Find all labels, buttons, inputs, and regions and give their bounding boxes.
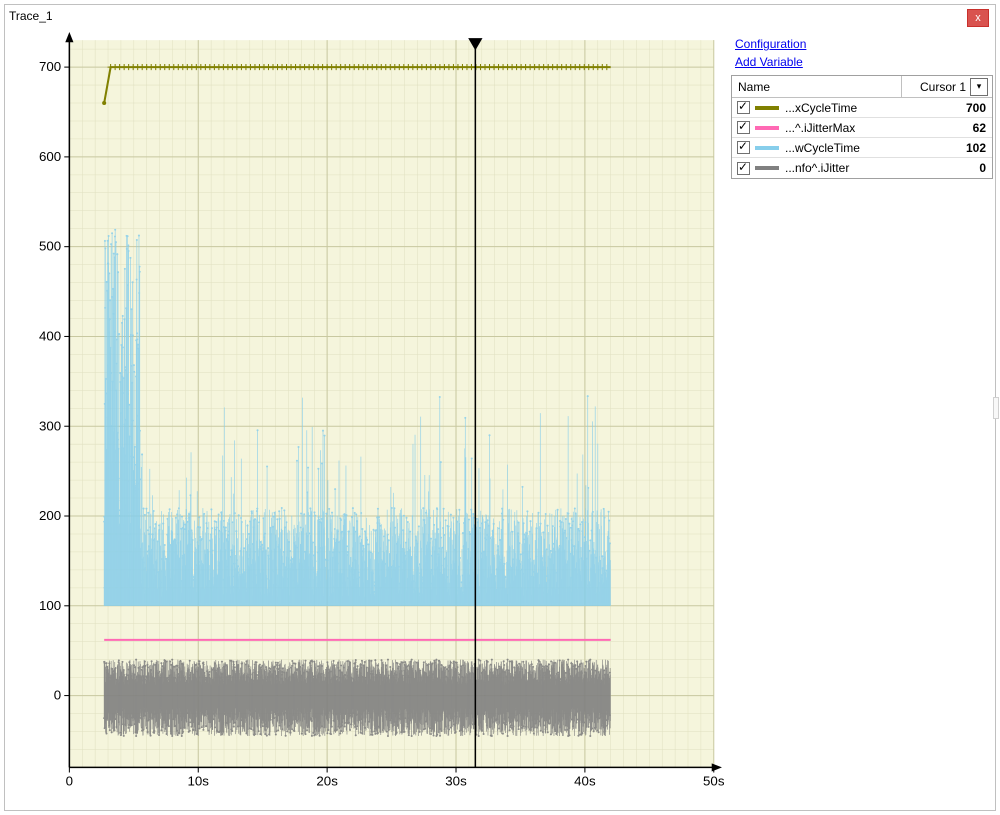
close-icon: x xyxy=(975,12,981,24)
series-color-swatch xyxy=(755,166,779,170)
side-links: Configuration Add Variable xyxy=(731,29,993,75)
variable-row[interactable]: ...^.iJitterMax62 xyxy=(732,118,992,138)
variable-label: ...^.iJitterMax xyxy=(785,121,922,135)
configuration-link[interactable]: Configuration xyxy=(735,35,989,53)
variable-cursor-value: 700 xyxy=(922,101,992,115)
variable-row[interactable]: ...xCycleTime700 xyxy=(732,98,992,118)
variable-checkbox[interactable] xyxy=(737,121,750,134)
variable-table-header: Name Cursor 1 ▾ xyxy=(732,76,992,98)
resize-handle-right[interactable] xyxy=(993,397,999,419)
variable-label: ...wCycleTime xyxy=(785,141,922,155)
variable-cursor-value: 102 xyxy=(922,141,992,155)
cursor-dropdown-button[interactable]: ▾ xyxy=(970,78,988,96)
header-cursor-label: Cursor 1 xyxy=(920,80,966,94)
series-color-swatch xyxy=(755,126,779,130)
series-color-swatch xyxy=(755,146,779,150)
chevron-down-icon: ▾ xyxy=(977,81,982,92)
content-area: 0100200300400500600700010s20s30s40s50s C… xyxy=(5,27,995,806)
variable-cursor-value: 0 xyxy=(922,161,992,175)
variable-row[interactable]: ...nfo^.iJitter0 xyxy=(732,158,992,178)
header-name[interactable]: Name xyxy=(732,76,902,97)
variable-cursor-value: 62 xyxy=(922,121,992,135)
titlebar: Trace_1 xyxy=(5,5,995,27)
add-variable-link[interactable]: Add Variable xyxy=(735,53,989,71)
variable-row[interactable]: ...wCycleTime102 xyxy=(732,138,992,158)
variable-checkbox[interactable] xyxy=(737,141,750,154)
variable-label: ...nfo^.iJitter xyxy=(785,161,922,175)
chart-area[interactable]: 0100200300400500600700010s20s30s40s50s xyxy=(7,29,725,804)
window-title: Trace_1 xyxy=(9,9,53,23)
variable-label: ...xCycleTime xyxy=(785,101,922,115)
trace-chart[interactable]: 0100200300400500600700010s20s30s40s50s xyxy=(8,30,724,803)
variable-rows: ...xCycleTime700...^.iJitterMax62...wCyc… xyxy=(732,98,992,178)
series-color-swatch xyxy=(755,106,779,110)
variable-table: Name Cursor 1 ▾ ...xCycleTime700...^.iJi… xyxy=(731,75,993,179)
side-panel: Configuration Add Variable Name Cursor 1… xyxy=(731,29,993,804)
trace-window: Trace_1 x 0100200300400500600700010s20s3… xyxy=(4,4,996,811)
variable-checkbox[interactable] xyxy=(737,101,750,114)
variable-checkbox[interactable] xyxy=(737,162,750,175)
header-cursor[interactable]: Cursor 1 ▾ xyxy=(902,76,992,97)
close-button[interactable]: x xyxy=(967,9,989,27)
